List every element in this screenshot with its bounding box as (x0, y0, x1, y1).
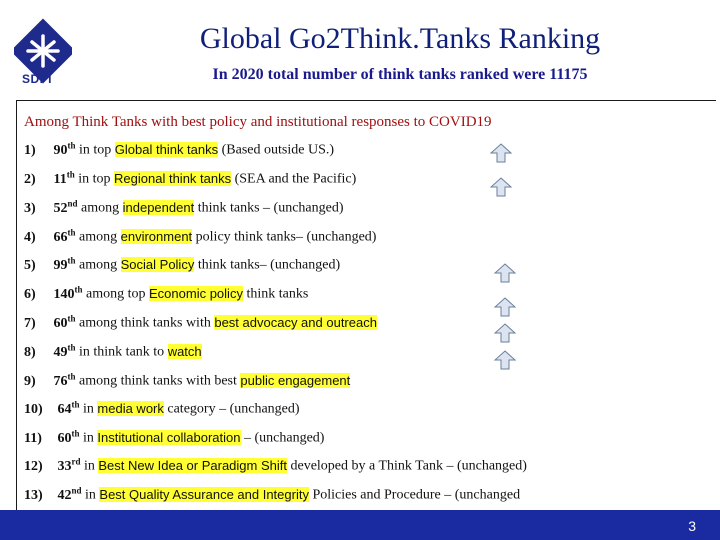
item-text-after: category – (unchanged) (163, 401, 300, 417)
up-arrow-icon (494, 350, 516, 370)
page-title: Global Go2Think.Tanks Ranking (199, 22, 601, 55)
left-divider (16, 100, 17, 510)
item-number: 5) (24, 257, 36, 273)
top-divider (16, 100, 716, 101)
up-arrow-icon (494, 297, 516, 317)
item-number: 1) (24, 142, 36, 158)
item-highlight: Institutional collaboration (97, 429, 241, 445)
item-rank: 60th (53, 313, 76, 331)
list-item: 3) 52nd among independent think tanks – … (24, 198, 344, 220)
list-item: 13) 42nd in Best Quality Assurance and I… (24, 485, 520, 507)
item-rank: 42nd (57, 485, 82, 503)
item-text: among top (82, 286, 150, 302)
item-text: among (77, 200, 123, 216)
item-number: 8) (24, 344, 36, 360)
list-item: 6) 140th among top Economic policy think… (24, 284, 308, 306)
item-rank: 90th (53, 140, 76, 158)
item-text-after: – (unchanged) (240, 430, 325, 446)
item-text-after: think tanks– (unchanged) (194, 257, 341, 273)
item-text-after: developed by a Think Tank – (unchanged) (286, 458, 527, 474)
item-rank: 11th (53, 169, 75, 187)
item-number: 11) (24, 430, 42, 446)
list-item: 11) 60th in Institutional collaboration … (24, 428, 324, 450)
up-arrow-icon (490, 143, 512, 163)
item-highlight: environment (120, 228, 193, 244)
item-text: in (80, 458, 99, 474)
up-arrow-icon (494, 263, 516, 283)
item-number: 9) (24, 373, 36, 389)
item-rank: 60th (57, 428, 80, 446)
item-text: in (79, 401, 98, 417)
list-item: 12) 33rd in Best New Idea or Paradigm Sh… (24, 456, 527, 478)
item-highlight: Global think tanks (114, 141, 219, 157)
item-text: among (75, 229, 121, 245)
item-highlight: public engagement (240, 372, 351, 388)
footer-bar: 3 (0, 510, 720, 540)
item-rank: 140th (53, 284, 83, 302)
page-subtitle: In 2020 total number of think tanks rank… (212, 66, 588, 83)
item-rank: 99th (53, 255, 76, 273)
list-item: 9) 76th among think tanks with best publ… (24, 371, 351, 393)
item-highlight: Economic policy (149, 285, 243, 301)
section-heading: Among Think Tanks with best policy and i… (24, 114, 492, 130)
item-text: in (79, 430, 98, 446)
list-item: 5) 99th among Social Policy think tanks–… (24, 255, 340, 277)
item-text: in think tank to (75, 344, 168, 360)
item-rank: 66th (53, 227, 76, 245)
item-highlight: Regional think tanks (114, 170, 232, 186)
item-text: among think tanks with (75, 315, 215, 331)
up-arrow-icon (490, 177, 512, 197)
item-highlight: Best New Idea or Paradigm Shift (98, 457, 287, 473)
item-number: 13) (24, 487, 43, 503)
item-number: 2) (24, 171, 36, 187)
item-number: 7) (24, 315, 36, 331)
item-number: 4) (24, 229, 36, 245)
item-text: in top (74, 171, 115, 187)
item-text: in (81, 487, 100, 503)
item-highlight: media work (97, 400, 164, 416)
item-text-after: policy think tanks– (unchanged) (192, 229, 377, 245)
item-text-after: Policies and Procedure – (unchanged (308, 487, 521, 503)
list-item: 8) 49th in think tank to watch (24, 342, 202, 364)
item-text: among (75, 257, 121, 273)
item-number: 6) (24, 286, 36, 302)
item-text-after: (SEA and the Pacific) (231, 171, 357, 187)
item-highlight: best advocacy and outreach (214, 314, 377, 330)
page-number: 3 (688, 518, 696, 534)
item-number: 10) (24, 401, 43, 417)
item-rank: 52nd (53, 198, 78, 216)
item-highlight: Best Quality Assurance and Integrity (99, 486, 309, 502)
item-rank: 76th (53, 371, 76, 389)
list-item: 7) 60th among think tanks with best advo… (24, 313, 377, 335)
item-highlight: independent (122, 199, 195, 215)
sdpi-logo-icon (14, 18, 72, 84)
item-text-after: think tanks – (unchanged) (194, 200, 344, 216)
list-item: 4) 66th among environment policy think t… (24, 227, 376, 249)
item-rank: 49th (53, 342, 76, 360)
up-arrow-icon (494, 323, 516, 343)
item-highlight: Social Policy (120, 256, 195, 272)
item-rank: 33rd (57, 456, 81, 474)
logo-text: SDPI (22, 72, 53, 86)
item-text: among think tanks with best (75, 373, 241, 389)
list-item: 2) 11th in top Regional think tanks (SEA… (24, 169, 356, 191)
list-item: 1) 90th in top Global think tanks (Based… (24, 140, 334, 162)
list-item: 10) 64th in media work category – (uncha… (24, 399, 300, 421)
item-number: 12) (24, 458, 43, 474)
item-rank: 64th (57, 399, 80, 417)
item-highlight: watch (167, 343, 202, 359)
item-number: 3) (24, 200, 36, 216)
item-text-after: think tanks (242, 286, 309, 302)
item-text-after: (Based outside US.) (218, 142, 335, 158)
item-text: in top (75, 142, 115, 158)
